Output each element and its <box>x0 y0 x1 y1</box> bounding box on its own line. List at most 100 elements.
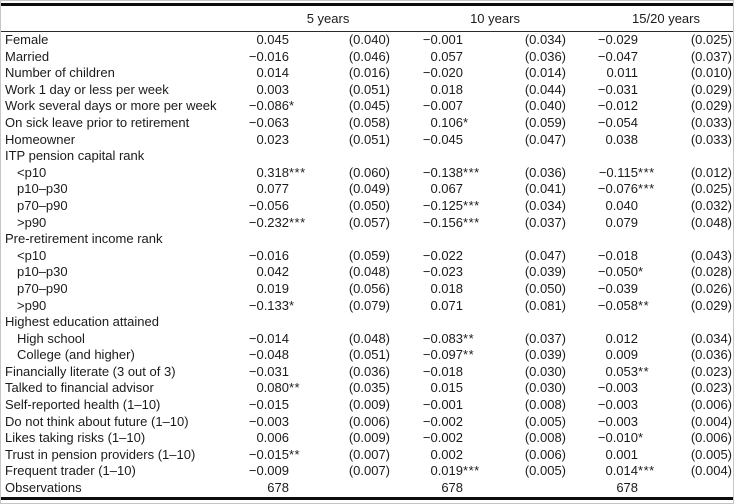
coefficient-cell: −0.001 <box>422 397 464 413</box>
std-error-cell: (0.050) <box>524 280 567 296</box>
std-error-cell <box>638 231 733 248</box>
std-error-cell: (0.056) <box>348 280 391 296</box>
std-error-cell: (0.006) <box>690 397 733 413</box>
coefficient-cell: −0.002 <box>422 413 464 429</box>
coefficient-cell: −0.023 <box>422 264 464 280</box>
coefficient-value: 0.014 <box>605 463 639 479</box>
std-error-cell: (0.030) <box>524 363 567 379</box>
table-row: p70–p90 0.019 (0.056) 0.018 (0.050) −0.039 (0.… <box>1 281 733 298</box>
coefficient-value: −0.076 <box>597 181 639 197</box>
std-error-cell: (0.008) <box>524 430 567 446</box>
row-label: Financially literate (3 out of 3) <box>5 363 176 379</box>
std-error-cell: (0.005) <box>524 413 567 429</box>
coefficient-cell <box>233 148 289 165</box>
coefficient-cell: 0.040 <box>605 197 639 213</box>
std-error-cell: (0.006) <box>524 446 567 462</box>
std-error-cell: (0.005) <box>524 463 567 479</box>
std-error-cell: (0.025) <box>690 181 733 197</box>
table-row: College (and higher) −0.048 (0.051) −0.097*… <box>1 347 733 364</box>
section-header-row: Highest education attained <box>1 314 733 331</box>
coefficient-cell: −0.125*** <box>422 197 480 213</box>
coefficient-cell: −0.018 <box>422 363 464 379</box>
std-error-cell <box>289 148 391 165</box>
std-error-cell: (0.081) <box>524 297 567 313</box>
coefficient-cell: −0.016 <box>248 48 289 64</box>
std-error-cell: (0.050) <box>348 197 391 213</box>
coefficient-cell: 0.106* <box>430 114 469 130</box>
coefficient-cell: 0.053** <box>605 363 650 379</box>
std-error-cell: (0.048) <box>348 330 391 346</box>
coefficient-cell: −0.022 <box>422 247 464 263</box>
coefficient-cell: −0.050* <box>597 264 644 280</box>
coefficient-value: −0.050 <box>597 264 639 280</box>
row-label: Pre-retirement income rank <box>5 231 163 247</box>
std-error-cell: (0.039) <box>524 264 567 280</box>
coefficient-cell: 678 <box>267 480 289 496</box>
table-row: <p10 −0.016 (0.059) −0.022 (0.047) −0.018 (0.0… <box>1 248 733 265</box>
coefficient-cell <box>391 314 463 331</box>
std-error-cell: (0.046) <box>348 48 391 64</box>
coefficient-cell: −0.232*** <box>248 214 306 230</box>
std-error-cell <box>463 314 567 331</box>
row-label: Highest education attained <box>5 314 159 330</box>
std-error-cell: (0.040) <box>348 32 391 47</box>
std-error-cell: (0.009) <box>348 397 391 413</box>
coefficient-cell: −0.003 <box>597 397 639 413</box>
coefficient-value: 0.080 <box>256 380 289 396</box>
coefficient-cell: 678 <box>616 480 639 496</box>
std-error-cell: (0.060) <box>348 164 391 180</box>
table-row: p10–p30 0.042 (0.048) −0.023 (0.039) −0.050* (… <box>1 264 733 281</box>
coefficient-cell: 0.014 <box>256 65 289 81</box>
table-row: Financially literate (3 out of 3) −0.031 (… <box>1 364 733 381</box>
coefficient-cell <box>391 148 463 165</box>
coefficient-cell: −0.076*** <box>597 181 655 197</box>
coefficient-cell: −0.133* <box>248 297 295 313</box>
summary-row: Observations 678 678 678 <box>1 480 733 498</box>
coefficient-cell: −0.156*** <box>422 214 480 230</box>
coefficient-value: −0.010 <box>597 430 639 446</box>
column-group-10-years: 10 years <box>391 4 568 32</box>
coefficient-value: −0.232 <box>248 214 289 230</box>
coefficient-cell: 0.006 <box>256 430 289 446</box>
row-label: Observations <box>5 480 82 496</box>
std-error-cell: (0.006) <box>690 430 733 446</box>
std-error-cell: (0.032) <box>690 197 733 213</box>
coefficient-value: 0.019 <box>430 463 464 479</box>
coefficient-cell: 0.023 <box>256 131 289 147</box>
coefficient-cell <box>567 314 638 331</box>
coefficient-cell: −0.020 <box>422 65 464 81</box>
std-error-cell: (0.034) <box>524 197 567 213</box>
std-error-cell: (0.030) <box>524 380 567 396</box>
coefficient-cell: −0.002 <box>422 430 464 446</box>
row-label: Self-reported health (1–10) <box>5 397 161 413</box>
std-error-cell: (0.037) <box>690 48 733 64</box>
std-error-cell: (0.009) <box>348 430 391 446</box>
std-error-cell: (0.051) <box>348 81 391 97</box>
coefficient-cell: 0.067 <box>430 181 464 197</box>
row-label: Married <box>5 48 50 64</box>
table-row: Female 0.045 (0.040) −0.001 (0.034) −0.029 (0.… <box>1 32 733 49</box>
std-error-cell: (0.012) <box>690 164 733 180</box>
row-label: Female <box>5 32 49 47</box>
table-body: Female 0.045 (0.040) −0.001 (0.034) −0.029 (0.… <box>1 32 733 499</box>
coefficient-cell: −0.058** <box>597 297 650 313</box>
std-error-cell: (0.029) <box>690 297 733 313</box>
std-error-cell: (0.040) <box>524 98 567 114</box>
coefficient-cell: −0.003 <box>597 380 639 396</box>
coefficient-value: −0.086 <box>248 98 289 114</box>
std-error-cell: (0.036) <box>524 48 567 64</box>
std-error-cell: (0.039) <box>524 347 567 363</box>
table-row: <p10 0.318*** (0.060) −0.138*** (0.036) −0.11… <box>1 165 733 182</box>
table-row: p70–p90 −0.056 (0.050) −0.125*** (0.034) 0.04… <box>1 198 733 215</box>
table-row: Talked to financial advisor 0.080** (0.035… <box>1 380 733 397</box>
header-row: 5 years 10 years 15/20 years <box>1 4 733 32</box>
coefficient-value: −0.097 <box>422 347 464 363</box>
std-error-cell <box>638 314 733 331</box>
coefficient-cell: 0.038 <box>605 131 639 147</box>
coefficient-cell: 0.057 <box>430 48 464 64</box>
std-error-cell: (0.023) <box>690 380 733 396</box>
coefficient-value: −0.125 <box>422 197 464 213</box>
std-error-cell: (0.035) <box>348 380 391 396</box>
std-error-cell: (0.029) <box>690 98 733 114</box>
